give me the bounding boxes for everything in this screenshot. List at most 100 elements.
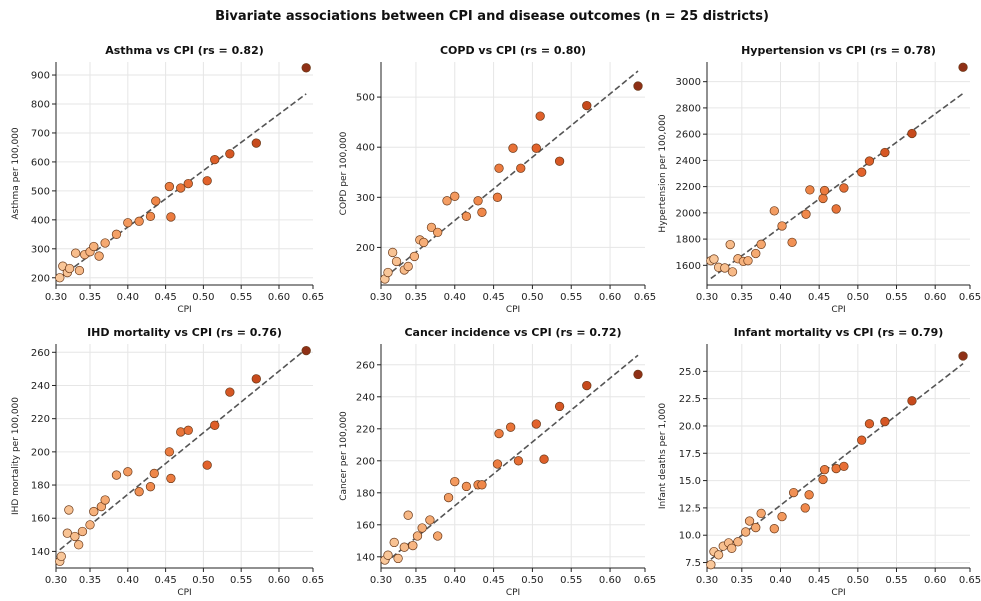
data-point bbox=[516, 163, 526, 173]
data-point bbox=[744, 516, 755, 526]
panel-title: Hypertension vs CPI (rs = 0.78) bbox=[741, 44, 936, 57]
data-point bbox=[713, 550, 724, 560]
data-point bbox=[907, 128, 917, 139]
y-axis-label: IHD mortality per 100,000 bbox=[11, 397, 21, 515]
data-point bbox=[743, 256, 753, 266]
data-point bbox=[425, 515, 435, 525]
x-tick-label: 0.40 bbox=[769, 292, 791, 303]
data-point bbox=[64, 505, 74, 515]
y-tick-label: 200 bbox=[356, 456, 375, 467]
data-point bbox=[123, 218, 133, 228]
data-point bbox=[769, 206, 779, 216]
data-point bbox=[804, 490, 814, 500]
x-tick-label: 0.35 bbox=[405, 575, 427, 586]
data-point bbox=[756, 239, 766, 249]
panels: 0.30 0.35 0.40 0.45 0.50 0.55 0.60 0.65 200 300 40… bbox=[11, 44, 981, 598]
data-point bbox=[857, 167, 867, 177]
trend-line bbox=[710, 92, 964, 280]
x-tick-label: 0.55 bbox=[885, 575, 907, 586]
x-tick-label: 0.55 bbox=[230, 575, 252, 586]
data-point bbox=[831, 463, 841, 474]
x-axis-label: CPI bbox=[506, 588, 520, 598]
data-point bbox=[513, 456, 524, 466]
x-tick-label: 0.50 bbox=[192, 292, 214, 303]
data-point bbox=[77, 526, 88, 537]
data-point bbox=[64, 263, 75, 274]
data-point bbox=[727, 267, 738, 277]
data-point bbox=[301, 345, 311, 356]
y-axis-label: Asthma per 100,000 bbox=[11, 127, 21, 220]
trend-line bbox=[384, 354, 639, 564]
x-tick-label: 0.35 bbox=[405, 292, 427, 303]
x-tick-label: 0.65 bbox=[959, 575, 981, 586]
x-tick-label: 0.65 bbox=[959, 292, 981, 303]
data-point bbox=[176, 427, 186, 437]
x-tick-label: 0.55 bbox=[560, 292, 582, 303]
trend-line bbox=[710, 363, 964, 560]
data-point bbox=[554, 401, 565, 412]
data-point bbox=[788, 487, 799, 498]
data-point bbox=[134, 216, 144, 226]
data-point bbox=[85, 520, 95, 530]
data-point bbox=[443, 492, 454, 503]
x-tick-label: 0.45 bbox=[154, 292, 176, 303]
y-tick-label: 600 bbox=[31, 157, 50, 168]
data-point bbox=[554, 156, 565, 166]
data-point bbox=[633, 369, 643, 380]
data-point bbox=[403, 261, 413, 272]
y-tick-label: 160 bbox=[31, 514, 50, 525]
y-tick-label: 260 bbox=[31, 348, 50, 359]
data-point bbox=[89, 506, 99, 517]
data-point bbox=[62, 528, 72, 538]
x-tick-label: 0.55 bbox=[560, 575, 582, 586]
data-point bbox=[74, 265, 85, 276]
y-tick-label: 2000 bbox=[676, 208, 701, 219]
data-point bbox=[864, 156, 875, 166]
x-tick-label: 0.60 bbox=[924, 292, 946, 303]
panel-title: Asthma vs CPI (rs = 0.82) bbox=[105, 44, 264, 57]
data-point bbox=[706, 560, 716, 570]
data-point bbox=[751, 248, 761, 259]
y-tick-label: 240 bbox=[356, 392, 375, 403]
x-tick-label: 0.60 bbox=[599, 575, 621, 586]
y-tick-label: 2800 bbox=[676, 103, 701, 114]
data-point bbox=[225, 387, 235, 397]
panel-title: Cancer incidence vs CPI (rs = 0.72) bbox=[404, 326, 621, 339]
x-axis-label: CPI bbox=[831, 588, 845, 598]
data-point bbox=[494, 428, 504, 439]
data-point bbox=[531, 143, 541, 153]
data-point bbox=[864, 419, 875, 429]
chart-panel: 0.30 0.35 0.40 0.45 0.50 0.55 0.60 0.65 140 160 18… bbox=[339, 326, 656, 598]
y-tick-label: 12.5 bbox=[679, 503, 701, 514]
x-tick-label: 0.40 bbox=[444, 292, 466, 303]
x-tick-label: 0.65 bbox=[302, 575, 324, 586]
data-point bbox=[387, 247, 398, 258]
data-point bbox=[202, 176, 212, 186]
data-point bbox=[164, 181, 175, 192]
chart-panel: 0.30 0.35 0.40 0.45 0.50 0.55 0.60 0.65 7.5 10.0 1… bbox=[658, 326, 981, 598]
data-point bbox=[419, 237, 429, 248]
data-point bbox=[461, 211, 472, 221]
x-tick-label: 0.45 bbox=[808, 575, 830, 586]
chart-panel: 0.30 0.35 0.40 0.45 0.50 0.55 0.60 0.65 200 300 40… bbox=[339, 44, 656, 315]
data-point bbox=[751, 522, 761, 533]
data-point bbox=[145, 211, 156, 222]
data-point bbox=[151, 196, 161, 206]
data-point bbox=[492, 192, 503, 202]
y-tick-label: 1800 bbox=[676, 235, 701, 246]
y-tick-label: 25.0 bbox=[679, 367, 701, 378]
panel-title: Infant mortality vs CPI (rs = 0.79) bbox=[734, 326, 944, 339]
data-point bbox=[720, 263, 730, 273]
data-point bbox=[393, 553, 403, 564]
y-tick-label: 500 bbox=[31, 186, 50, 197]
data-point bbox=[409, 251, 420, 262]
data-point bbox=[727, 543, 737, 553]
y-tick-label: 3000 bbox=[676, 77, 701, 88]
data-point bbox=[145, 482, 156, 492]
y-tick-label: 180 bbox=[356, 488, 375, 499]
panel-title: COPD vs CPI (rs = 0.80) bbox=[440, 44, 586, 57]
data-point bbox=[176, 183, 186, 193]
x-axis-label: CPI bbox=[506, 305, 520, 315]
data-point bbox=[149, 468, 159, 479]
data-point bbox=[880, 147, 890, 158]
